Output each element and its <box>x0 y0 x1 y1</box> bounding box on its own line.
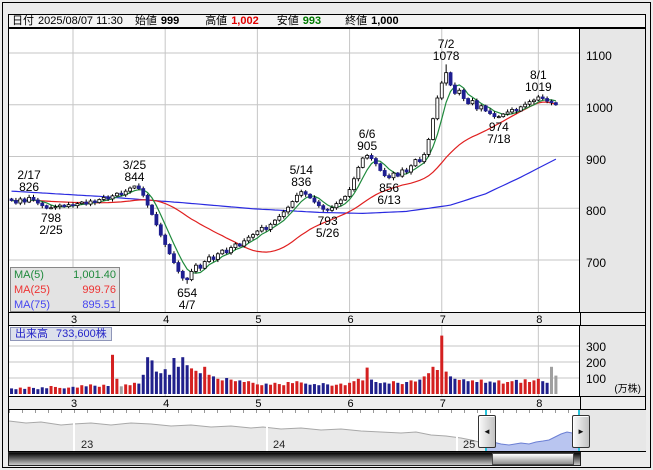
volume-tick-100: 100 <box>586 372 607 386</box>
volume-tick-200: 200 <box>586 356 607 370</box>
minimap-line <box>9 420 487 444</box>
minimap-selection-line <box>485 429 580 446</box>
year-tick <box>456 416 458 451</box>
year-label-23: 23 <box>81 439 94 451</box>
volume-tick-300: 300 <box>586 340 607 354</box>
month-label-3: 3 <box>70 398 78 410</box>
quote-header: 日付 2025/08/07 11:30 始値 999 高値 1,002 安値 9… <box>8 14 646 28</box>
year-tick <box>73 416 75 451</box>
date-label: 日付 <box>12 15 34 27</box>
navigator-right-button[interactable]: ► <box>572 415 590 448</box>
volume-legend: 出来高 733,600株 <box>10 327 112 341</box>
candlestick-plot: 2/17 826 798 2/25 3/25 844 654 4/7 5/14 836 793 5/2… <box>8 28 580 313</box>
month-label-3: 3 <box>70 314 78 326</box>
close-value: 1,000 <box>371 15 399 27</box>
ma-legend: MA(5) 1,001.40 MA(25) 999.76 MA(75) 895.… <box>10 267 120 312</box>
navigator-chart <box>9 420 580 451</box>
month-label-8: 8 <box>536 398 543 410</box>
main-gridlines <box>9 29 579 312</box>
price-tick-800: 800 <box>586 204 607 219</box>
volume-value: 733,600株 <box>56 328 107 340</box>
minimap-fill <box>9 421 486 451</box>
annotation-6-6: 6/6 905 <box>357 126 378 153</box>
low-label: 安値 <box>276 15 299 27</box>
annotation-798: 798 2/25 <box>39 211 63 238</box>
annotation-856: 856 6/13 <box>377 181 401 208</box>
ma5-value: 1,001.40 <box>73 269 116 281</box>
high-value: 1,002 <box>231 15 259 27</box>
annotation-7-2: 7/2 1078 <box>432 37 460 64</box>
month-label-5: 5 <box>255 314 262 326</box>
month-axis-volume: 3 4 5 6 7 8 <box>8 396 646 410</box>
volume-label: 出来高 <box>15 328 48 340</box>
year-label-24: 24 <box>273 439 286 451</box>
navigator-right-icon: ► <box>577 427 585 436</box>
annotation-3-25: 3/25 844 <box>122 158 147 185</box>
horizontal-scrollbar[interactable] <box>8 452 581 466</box>
volume-unit-label: (万株) <box>614 384 641 395</box>
annotation-793: 793 5/26 <box>315 213 340 240</box>
navigator-ticks <box>9 410 580 413</box>
month-label-4: 4 <box>163 314 170 326</box>
annotation-654: 654 4/7 <box>177 285 198 312</box>
annotation-8-1: 8/1 1019 <box>524 67 552 94</box>
month-label-6: 6 <box>347 314 354 326</box>
year-label-25: 25 <box>463 439 476 451</box>
close-label: 終値 <box>345 15 368 27</box>
ma75-row: MA(75) 895.51 <box>14 298 116 313</box>
price-tick-1000: 1000 <box>586 100 613 115</box>
annotation-2-17: 2/17 826 <box>17 167 41 194</box>
candles <box>9 64 558 284</box>
month-label-8: 8 <box>536 314 543 326</box>
ma25-label: MA(25) <box>14 284 51 296</box>
scrollbar-thumb[interactable] <box>492 453 574 465</box>
month-label-5: 5 <box>255 398 262 410</box>
navigator-right-bg <box>579 410 646 451</box>
volume-axis-panel: (万株) 300 200 100 <box>579 325 646 397</box>
month-label-7: 7 <box>439 398 446 410</box>
range-navigator[interactable]: 23 24 25 ◄ ► <box>8 409 646 452</box>
date-value: 2025/08/07 11:30 <box>38 15 123 27</box>
month-label-4: 4 <box>163 398 170 410</box>
navigator-left-icon: ◄ <box>483 427 491 436</box>
ma75-label: MA(75) <box>14 299 51 311</box>
open-value: 999 <box>160 15 180 27</box>
ma25-line <box>11 101 557 253</box>
open-label: 始値 <box>134 15 157 27</box>
navigator-left-button[interactable]: ◄ <box>478 415 496 448</box>
axis-divider <box>580 313 581 325</box>
candlestick-chart <box>9 29 579 312</box>
price-axis-panel: 1100 1000 900 800 700 <box>579 28 646 313</box>
annotation-5-14: 5/14 836 <box>289 162 313 189</box>
ma75-value: 895.51 <box>82 299 116 311</box>
ma25-row: MA(25) 999.76 <box>14 283 116 298</box>
ma25-value: 999.76 <box>82 284 116 296</box>
minimap-selection-fill <box>486 430 579 451</box>
year-tick <box>266 416 268 451</box>
price-tick-700: 700 <box>586 256 607 270</box>
month-label-7: 7 <box>439 314 446 326</box>
axis-divider <box>580 397 581 409</box>
month-axis-main: 3 4 5 6 7 8 <box>8 312 646 326</box>
ma5-label: MA(5) <box>14 269 44 281</box>
high-label: 高値 <box>205 15 228 27</box>
volume-chart <box>9 326 579 396</box>
price-tick-1100: 1100 <box>586 49 612 63</box>
low-value: 993 <box>302 15 322 27</box>
annotation-974: 974 7/18 <box>487 120 511 147</box>
volume-gridlines <box>9 326 579 396</box>
price-tick-900: 900 <box>586 152 607 167</box>
volume-bars <box>10 335 558 394</box>
ma5-row: MA(5) 1,001.40 <box>14 268 116 283</box>
month-label-6: 6 <box>347 398 354 410</box>
